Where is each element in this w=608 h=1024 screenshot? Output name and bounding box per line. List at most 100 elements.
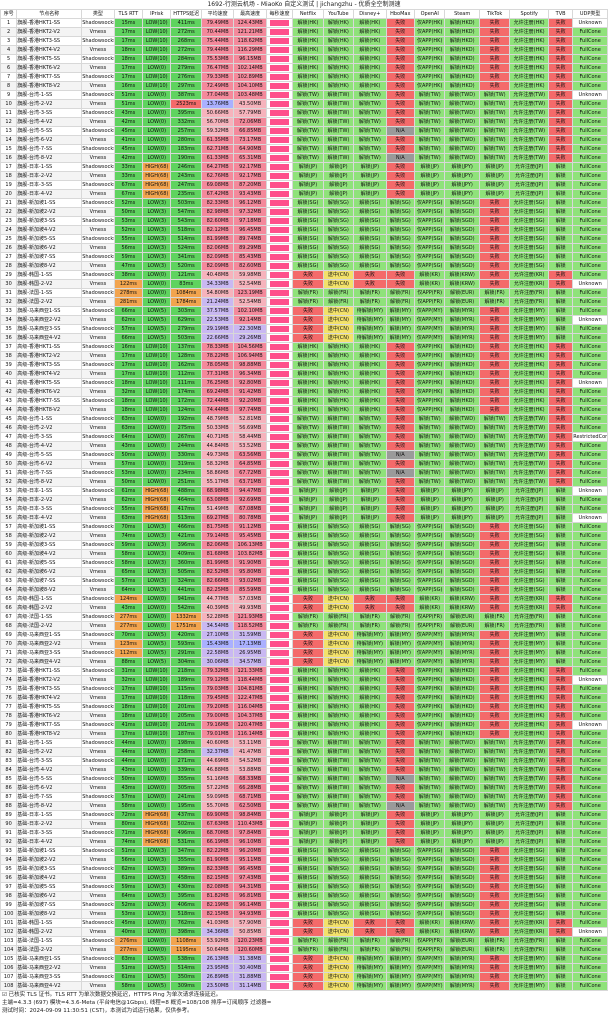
cell: Vmess [81, 99, 115, 109]
cell: 60 [0, 549, 18, 559]
table-row: 66 高级-韩国-2-V2 Vmess 43ms LOW(0) 542ms 40.39MB 4… [0, 603, 608, 613]
redacted-cell [265, 729, 294, 739]
cell: 解锁(SGD) [444, 864, 480, 874]
cell: 解锁(TW) [292, 126, 324, 136]
cell: 81.99MB [200, 234, 235, 244]
cell: 送中(CN) [322, 324, 355, 334]
redacted-cell [265, 45, 294, 55]
table-row: 84 基础-台湾-4-V2 Vmess 43ms LOW(0) 339ms 46.88MB 5… [0, 765, 608, 775]
cell: 解锁(JP) [292, 513, 324, 523]
cell: 解锁(SG) [292, 549, 324, 559]
cell: 18ms [113, 54, 144, 64]
table-row: 81 基础-台湾-1-SS Shadowsocks 44ms LOW(0) 198ms 40… [0, 738, 608, 748]
cell: 解锁(HK) [322, 342, 355, 352]
cell: 417ms [170, 504, 202, 514]
cell: 78.05MB [200, 360, 235, 370]
cell: 解锁(JP) [322, 828, 355, 838]
cell: 解锁(HK) [353, 27, 387, 37]
redaction-block [269, 263, 290, 269]
cell: 送中(CN) [322, 927, 355, 937]
cell: 395ms [170, 108, 202, 118]
redaction-block [269, 857, 290, 863]
cell: 49 [0, 450, 18, 460]
cell: 解锁(TWD) [444, 765, 480, 775]
cell: 允许注册(HK) [509, 351, 549, 361]
cell: N/A [385, 801, 415, 811]
cell: FullCone [572, 459, 608, 469]
cell: 17 [0, 162, 18, 172]
cell: 失败 [478, 675, 511, 685]
table-row: 106 基础-马来西亚2-V2 Vmess 51ms LOW(5) 514ms 23.95M… [0, 963, 608, 973]
cell: 解锁(FR) [478, 936, 511, 946]
cell: LOW(3) [142, 585, 172, 595]
cell: 解锁(SG) [353, 891, 387, 901]
cell: LOW(5) [142, 981, 172, 991]
cell: Vmess [81, 765, 115, 775]
cell: 允许注册(HK) [509, 342, 549, 352]
cell: 26 [0, 243, 18, 253]
cell: 仅APP(HK) [413, 342, 446, 352]
cell: Shadowsocks [81, 414, 115, 424]
cell: 68.71MB [233, 792, 267, 802]
cell: LOW(3) [142, 252, 172, 262]
cell: 解锁(TW) [478, 783, 511, 793]
cell: 解锁 [547, 954, 574, 964]
cell: 96.15MB [233, 54, 267, 64]
cell: 解锁(SGD) [444, 891, 480, 901]
cell: 解锁(SGD) [444, 216, 480, 226]
cell: 失败 [547, 54, 574, 64]
cell: 失败 [478, 891, 511, 901]
cell: 解锁 [547, 189, 574, 199]
redacted-cell [265, 126, 294, 136]
cell: 47ms [113, 261, 144, 271]
cell: 解锁(HKD) [444, 711, 480, 721]
cell: 57.22MB [200, 783, 235, 793]
cell: 允许注册(MY) [509, 972, 549, 982]
redaction-block [269, 776, 290, 782]
cell: LOW(0) [142, 747, 172, 757]
column-header: Spotify [509, 9, 549, 19]
cell: LOW(3) [142, 216, 172, 226]
cell: 13.76MB [200, 99, 235, 109]
redacted-cell [265, 252, 294, 262]
cell: 93 [0, 846, 18, 856]
cell: 解锁(TW) [322, 801, 355, 811]
cell: 解锁(SG) [292, 225, 324, 235]
node-name: 高级-香港HKT7-SS [16, 396, 83, 406]
cell: 332ms [170, 117, 202, 127]
redaction-block [269, 821, 290, 827]
cell: 失败 [385, 918, 415, 928]
cell: 解锁(HK) [292, 387, 324, 397]
cell: 162ms [170, 360, 202, 370]
cell: 69.24MB [200, 387, 235, 397]
redacted-cell [265, 81, 294, 91]
redacted-cell [265, 594, 294, 604]
cell: 89.29MB [233, 243, 267, 253]
cell: 解锁(TW) [353, 126, 387, 136]
cell: 失败 [385, 342, 415, 352]
cell: LOW(3) [142, 855, 172, 865]
cell: 63 [0, 576, 18, 586]
cell: 失败 [385, 432, 415, 442]
cell: 92 [0, 837, 18, 847]
cell: LOW(10) [142, 693, 172, 703]
cell: LOW(0) [142, 783, 172, 793]
cell: 失败 [547, 99, 574, 109]
redaction-block [269, 956, 290, 962]
cell: 解锁(TW) [478, 774, 511, 784]
cell: Shadowsocks [81, 72, 115, 82]
node-name: 基础-香港HKT8-V2 [16, 729, 83, 739]
cell: 解锁(JPY) [444, 486, 480, 496]
cell: 98.88MB [233, 360, 267, 370]
cell: 解锁(HK) [292, 54, 324, 64]
cell: Vmess [81, 405, 115, 415]
cell: 失败 [385, 486, 415, 496]
redaction-block [269, 128, 290, 134]
cell: 送中(CN) [322, 603, 355, 613]
redacted-cell [265, 792, 294, 802]
cell: 17ms [113, 684, 144, 694]
cell: Vmess [81, 693, 115, 703]
cell: 17ms [113, 63, 144, 73]
cell: 解锁(TW) [322, 144, 355, 154]
cell: 解锁(SGD) [444, 540, 480, 550]
